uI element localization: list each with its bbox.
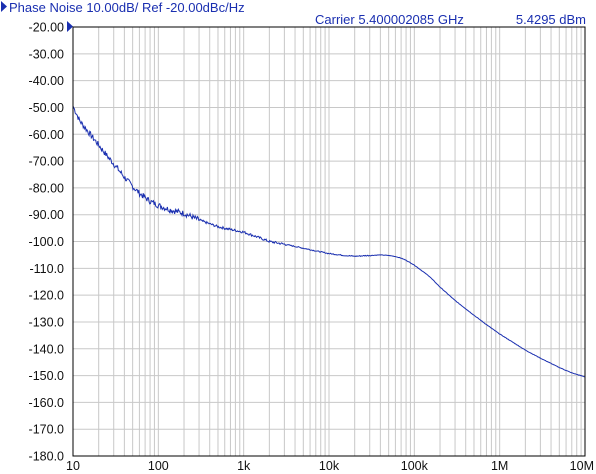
- y-tick-label: -20.00: [29, 21, 64, 35]
- y-tick-label: -110.0: [29, 262, 64, 276]
- x-tick-label: 1k: [237, 459, 251, 473]
- y-tick-label: -30.00: [29, 47, 64, 61]
- y-tick-label: -130.0: [29, 315, 64, 329]
- y-tick-label: -120.0: [29, 289, 64, 303]
- x-tick-label: 1M: [491, 459, 508, 473]
- y-tick-label: -160.0: [29, 396, 64, 410]
- x-tick-label: 10k: [319, 459, 340, 473]
- title-marker-icon: [1, 1, 7, 12]
- y-tick-label: -180.0: [29, 450, 64, 464]
- x-tick-label: 10M: [570, 459, 594, 473]
- y-tick-label: -60.00: [29, 128, 64, 142]
- carrier-power: 5.4295 dBm: [516, 12, 586, 27]
- y-tick-label: -50.00: [29, 101, 64, 115]
- y-tick-label: -170.0: [29, 423, 64, 437]
- x-tick-label: 10: [66, 459, 80, 473]
- x-tick-labels: 10 100 1k 10k 100k 1M 10M: [66, 459, 594, 473]
- y-tick-label: -150.0: [29, 369, 64, 383]
- carrier-frequency: Carrier 5.400002085 GHz: [315, 12, 464, 27]
- y-tick-label: -100.0: [29, 235, 64, 249]
- x-tick-label: 100: [148, 459, 169, 473]
- phase-noise-trace: [72, 105, 586, 378]
- y-tick-label: -80.00: [29, 181, 64, 195]
- y-tick-label: -70.00: [29, 155, 64, 169]
- y-tick-label: -90.00: [29, 208, 64, 222]
- chart-title: Phase Noise 10.00dB/ Ref -20.00dBc/Hz: [9, 0, 245, 15]
- y-tick-label: -40.00: [29, 74, 64, 88]
- plot-frame: [72, 26, 586, 457]
- x-tick-label: 100k: [401, 459, 429, 473]
- reference-level-marker-icon: [67, 21, 73, 32]
- y-tick-labels: -20.00 -30.00 -40.00 -50.00 -60.00 -70.00 -80.…: [29, 21, 65, 464]
- y-tick-label: -140.0: [29, 342, 64, 356]
- grid-lines: [72, 26, 585, 457]
